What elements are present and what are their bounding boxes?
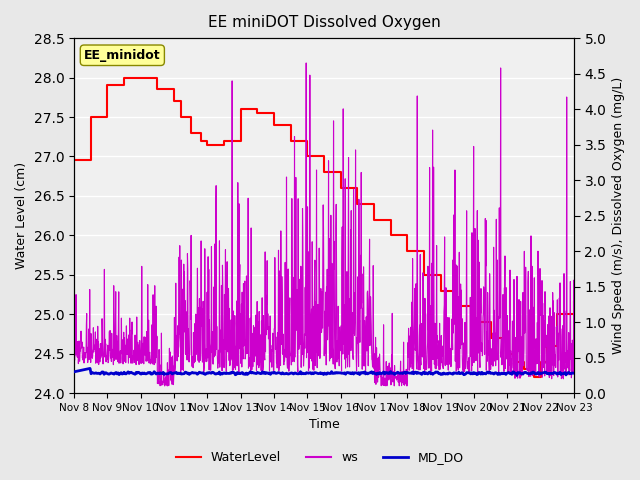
X-axis label: Time: Time (308, 419, 339, 432)
Text: EE_minidot: EE_minidot (84, 49, 161, 62)
Legend: WaterLevel, ws, MD_DO: WaterLevel, ws, MD_DO (171, 446, 469, 469)
Y-axis label: Water Level (cm): Water Level (cm) (15, 162, 28, 269)
Y-axis label: Wind Speed (m/s), Dissolved Oxygen (mg/L): Wind Speed (m/s), Dissolved Oxygen (mg/L… (612, 77, 625, 354)
Title: EE miniDOT Dissolved Oxygen: EE miniDOT Dissolved Oxygen (207, 15, 440, 30)
